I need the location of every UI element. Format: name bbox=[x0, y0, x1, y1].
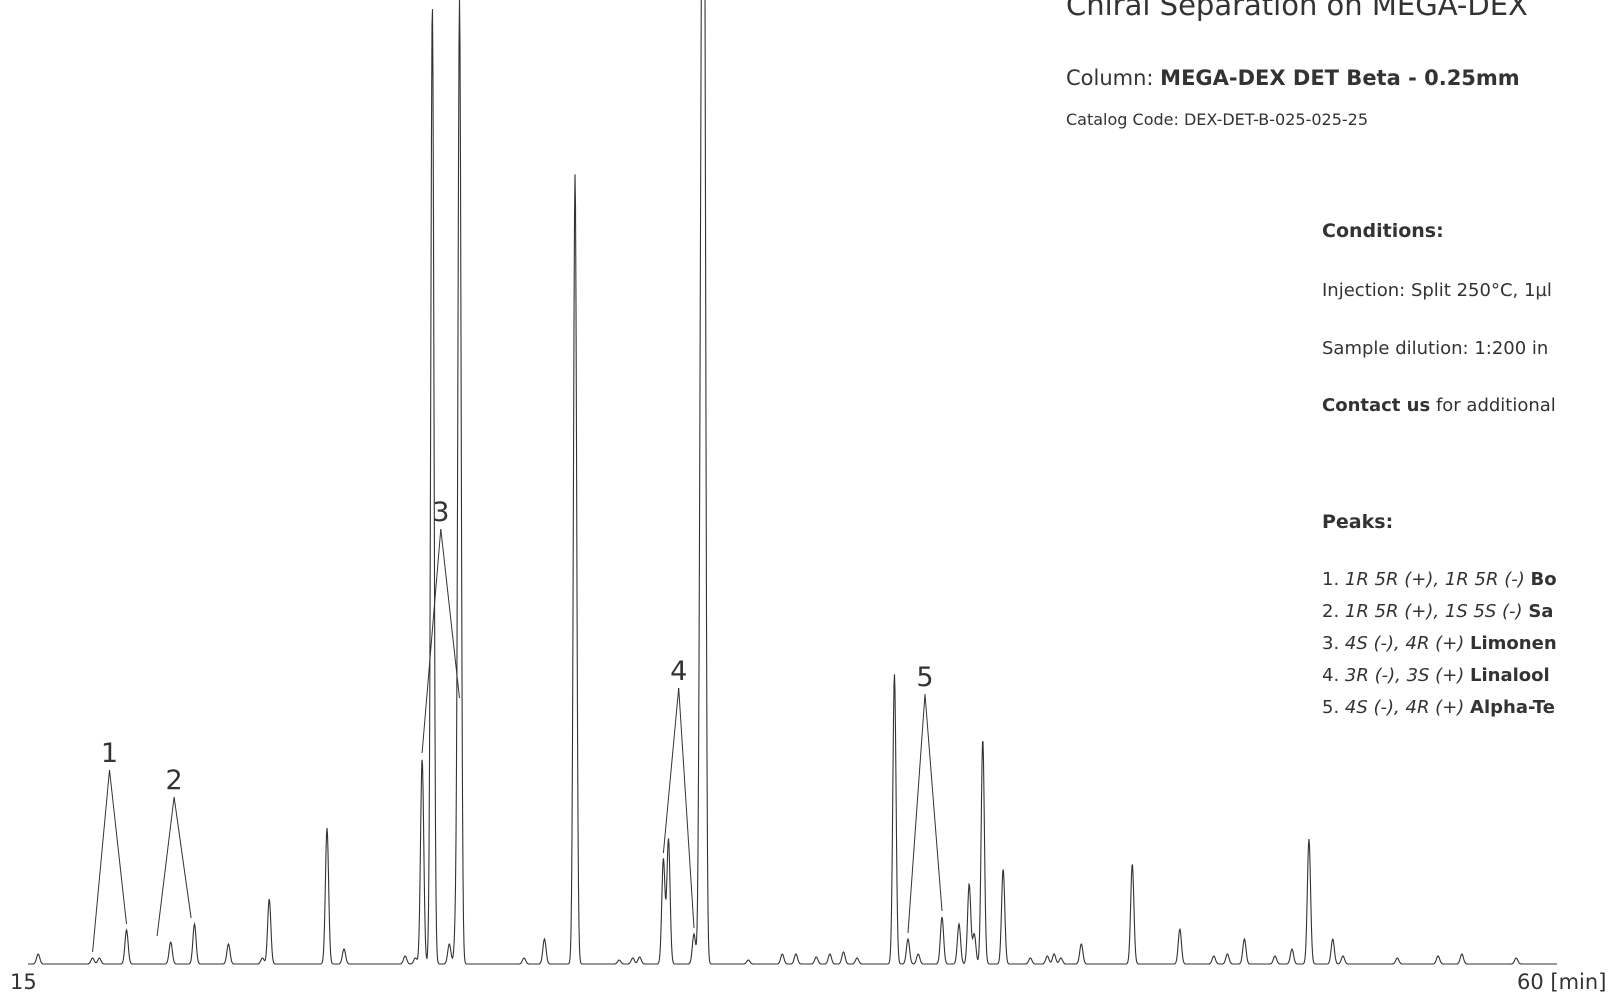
peak-number: 4. bbox=[1322, 665, 1345, 686]
peak-legend-item: 5. 4S (-), 4R (+) Alpha-Te bbox=[1322, 697, 1555, 718]
peak-annotation-4: 4 bbox=[662, 656, 695, 929]
peak-config: 1R 5R (+), 1R 5R (-) bbox=[1344, 569, 1531, 590]
peak-number: 2. bbox=[1322, 601, 1345, 622]
annotation-label: 1 bbox=[101, 738, 118, 769]
contact-rest: for additional bbox=[1430, 395, 1556, 416]
peak-legend-item: 2. 1R 5R (+), 1S 5S (-) Sa bbox=[1322, 601, 1553, 622]
peak-name: Limonen bbox=[1470, 633, 1557, 654]
annotation-label: 2 bbox=[166, 765, 183, 796]
peak-legend-item: 1. 1R 5R (+), 1R 5R (-) Bo bbox=[1322, 569, 1557, 590]
injection-condition: Injection: Split 250°C, 1µl bbox=[1322, 280, 1552, 301]
peak-annotation-2: 2 bbox=[156, 765, 192, 937]
peak-annotation-1: 1 bbox=[92, 738, 127, 953]
annotation-leader-line bbox=[924, 693, 943, 912]
annotation-leader-line bbox=[156, 796, 175, 937]
annotation-leader-line bbox=[440, 528, 460, 699]
peak-name: Bo bbox=[1530, 569, 1557, 590]
annotation-leader-line bbox=[173, 796, 192, 919]
conditions-title: Conditions: bbox=[1322, 220, 1444, 242]
peak-config: 3R (-), 3S (+) bbox=[1344, 665, 1471, 686]
annotation-label: 3 bbox=[432, 497, 449, 528]
contact-link[interactable]: Contact us bbox=[1322, 395, 1431, 416]
peak-legend-item: 3. 4S (-), 4R (+) Limonen bbox=[1322, 633, 1557, 654]
x-axis-start-label: 15 bbox=[10, 970, 37, 994]
peak-legend-item: 4. 3R (-), 3S (+) Linalool bbox=[1322, 665, 1550, 686]
peak-number: 3. bbox=[1322, 633, 1345, 654]
annotation-leader-line bbox=[907, 693, 926, 934]
annotation-label: 4 bbox=[670, 656, 687, 687]
peak-config: 1R 5R (+), 1S 5S (-) bbox=[1344, 601, 1529, 622]
column-prefix: Column: bbox=[1066, 66, 1161, 90]
peaks-title: Peaks: bbox=[1322, 511, 1394, 533]
annotation-leader-line bbox=[662, 687, 680, 854]
chromatogram-trace bbox=[28, 0, 1557, 965]
x-axis-end-label: 60 [min] bbox=[1517, 970, 1607, 994]
contact-line: Contact us for additional bbox=[1322, 395, 1556, 416]
peak-name: Alpha-Te bbox=[1470, 697, 1555, 718]
peak-number: 5. bbox=[1322, 697, 1345, 718]
peak-annotation-5: 5 bbox=[907, 662, 943, 934]
annotation-leader-line bbox=[109, 769, 127, 925]
peak-config: 4S (-), 4R (+) bbox=[1344, 697, 1471, 718]
peak-number: 1. bbox=[1322, 569, 1345, 590]
annotation-leader-line bbox=[92, 769, 110, 953]
peak-name: Sa bbox=[1528, 601, 1554, 622]
chart-title: Chiral Separation on MEGA-DEX bbox=[1066, 0, 1528, 22]
catalog-code: Catalog Code: DEX-DET-B-025-025-25 bbox=[1066, 110, 1369, 129]
dilution-condition: Sample dilution: 1:200 in bbox=[1322, 338, 1549, 359]
annotation-leader-line bbox=[678, 687, 695, 929]
column-info: Column: MEGA-DEX DET Beta - 0.25mm bbox=[1066, 66, 1520, 90]
peak-config: 4S (-), 4R (+) bbox=[1344, 633, 1471, 654]
peak-name: Linalool bbox=[1470, 665, 1550, 686]
annotation-leader-line bbox=[421, 528, 442, 754]
column-name: MEGA-DEX DET Beta - 0.25mm bbox=[1160, 66, 1520, 90]
peak-annotation-3: 3 bbox=[421, 497, 460, 754]
annotation-label: 5 bbox=[916, 662, 933, 693]
